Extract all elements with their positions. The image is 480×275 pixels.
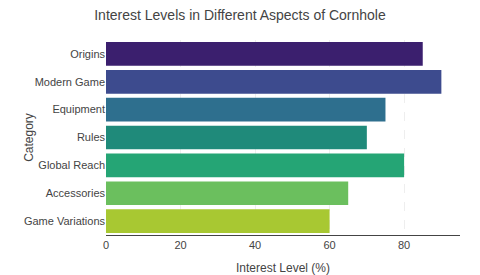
svg-text:20: 20: [174, 239, 186, 251]
svg-text:Global Reach: Global Reach: [38, 159, 105, 171]
svg-text:Origins: Origins: [70, 48, 105, 60]
svg-text:Interest Levels in Different A: Interest Levels in Different Aspects of …: [94, 7, 386, 23]
svg-text:40: 40: [249, 239, 261, 251]
svg-text:0: 0: [103, 239, 109, 251]
svg-text:Category: Category: [22, 113, 36, 162]
svg-text:Game Variations: Game Variations: [24, 215, 106, 227]
svg-text:Interest Level (%): Interest Level (%): [236, 261, 330, 275]
svg-text:Rules: Rules: [77, 131, 106, 143]
svg-text:Equipment: Equipment: [52, 103, 105, 115]
svg-text:80: 80: [398, 239, 410, 251]
svg-text:Accessories: Accessories: [46, 187, 106, 199]
svg-text:60: 60: [323, 239, 335, 251]
svg-text:Modern Game: Modern Game: [35, 76, 105, 88]
